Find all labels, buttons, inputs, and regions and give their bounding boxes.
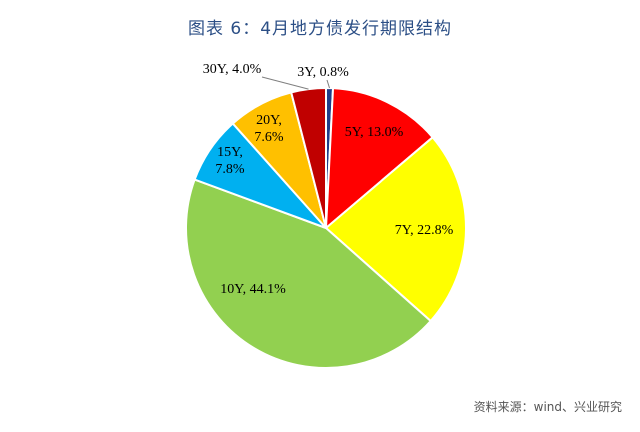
chart-title: 图表 6：4月地方债发行期限结构 [187,19,453,39]
slice-label-5y: 5Y, 13.0% [345,125,404,140]
slice-label-3y: 3Y, 0.8% [297,65,349,80]
slice-label-15y: 15Y, 7.8% [215,145,245,177]
pie-slice-7y [324,135,467,323]
slice-label-7y: 7Y, 22.8% [395,223,454,238]
slice-label-20y: 20Y, 7.6% [254,113,284,145]
slice-label-30y: 30Y, 4.0% [203,62,262,77]
pie-slice-10y [185,178,433,369]
leader-line-3y [326,79,330,89]
pie-slice-5y [324,87,435,231]
source-note: 资料来源：wind、兴业研究 [473,400,622,414]
slice-label-10y: 10Y, 44.1% [220,282,286,297]
leader-line-30y [261,76,309,90]
